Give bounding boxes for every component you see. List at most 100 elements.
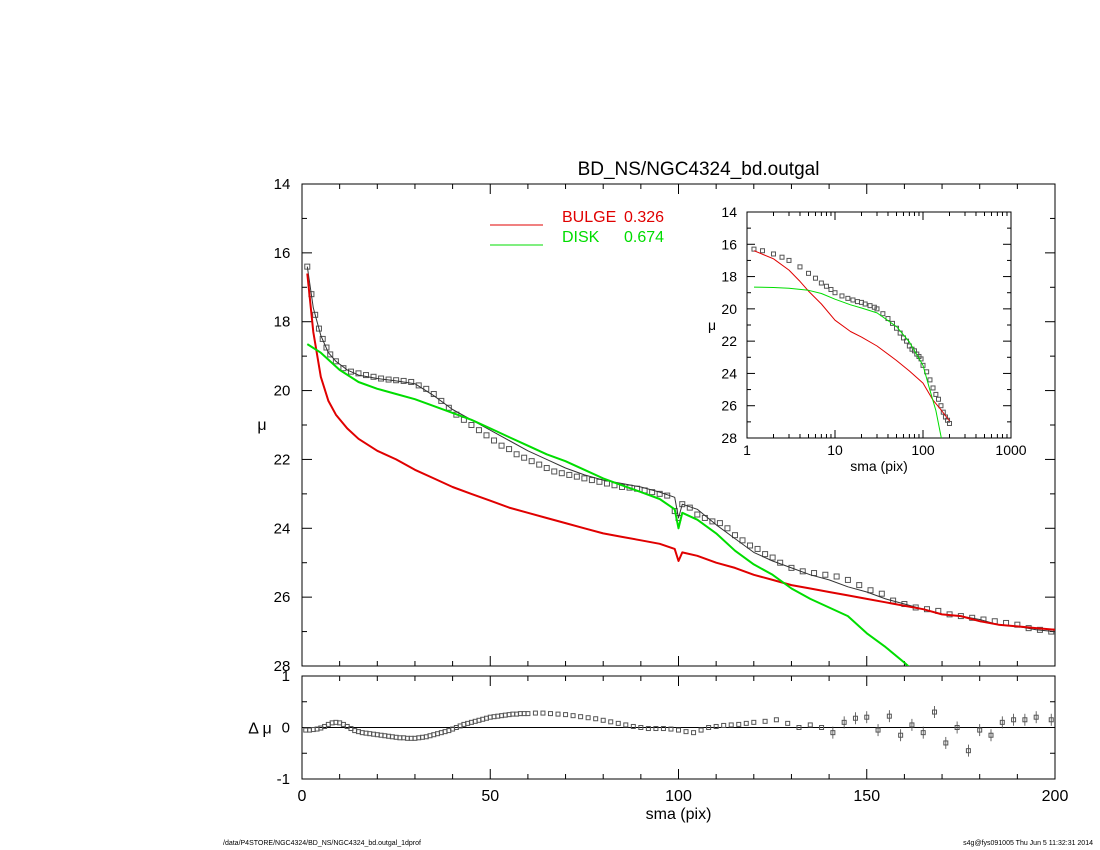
main-data-point: [754, 545, 761, 552]
inset-y-tick-label: 26: [721, 398, 737, 414]
residual-data-point: [886, 713, 892, 719]
residual-data-point: [668, 726, 674, 732]
residual-data-point: [1022, 717, 1028, 723]
inset-data-point: [889, 320, 895, 326]
main-data-point: [679, 501, 686, 508]
main-data-point: [340, 365, 347, 372]
main-bulge-line: [306, 273, 1055, 631]
main-data-point: [513, 451, 520, 458]
inset-data-point: [797, 264, 803, 270]
footer-timestamp: s4g@fys091005 Thu Jun 5 11:32:31 2014: [963, 840, 1093, 847]
inset-y-tick-label: 14: [721, 204, 737, 220]
main-data-point: [701, 514, 708, 521]
main-data-point: [724, 525, 731, 532]
main-data-point: [716, 520, 723, 527]
x-tick-label: 0: [298, 788, 307, 805]
residual-data-point: [988, 732, 994, 738]
inset-x-axis-label: sma (pix): [850, 458, 908, 474]
residual-data-points: [303, 706, 1054, 757]
main-disk-line: [306, 343, 910, 666]
main-data-point: [844, 576, 851, 583]
main-data-point: [528, 458, 535, 465]
main-data-point: [536, 461, 543, 468]
main-y-axis-label: μ: [257, 417, 266, 434]
residual-data-point: [645, 726, 651, 732]
inset-x-tick-label: 100: [911, 442, 935, 458]
inset-data-point: [850, 297, 856, 303]
x-axis-label: sma (pix): [646, 806, 712, 823]
residual-data-point: [954, 725, 960, 730]
inset-data-point: [946, 420, 952, 426]
residual-data-point: [807, 722, 813, 728]
main-y-tick-label: 28: [274, 658, 291, 675]
residual-data-point: [909, 722, 915, 728]
main-data-point: [521, 454, 528, 461]
main-data-point: [833, 573, 840, 580]
residual-data-point: [532, 710, 538, 716]
main-data-point: [327, 351, 334, 358]
main-y-tick-label: 14: [274, 176, 291, 193]
residual-data-point: [676, 727, 681, 733]
main-data-point: [769, 554, 776, 561]
inset-data-point: [880, 311, 886, 317]
inset-x-tick-label: 10: [827, 442, 843, 458]
main-data-point: [543, 465, 550, 472]
residual-data-point: [660, 726, 666, 732]
residual-data-point: [965, 748, 971, 754]
residual-data-point: [691, 730, 697, 736]
residual-data-point: [841, 719, 847, 725]
inset-data-point: [770, 251, 776, 257]
residual-data-point: [830, 730, 836, 736]
residual-data-point: [796, 725, 802, 730]
residual-data-point: [638, 725, 644, 730]
main-data-point: [573, 473, 580, 480]
main-data-point: [739, 537, 746, 544]
main-y-tick-label: 18: [274, 314, 291, 331]
residual-data-point: [875, 727, 881, 733]
residual-y-tick-label: 1: [282, 668, 290, 685]
inset-y-tick-label: 20: [721, 301, 737, 317]
residual-data-point: [653, 726, 659, 732]
main-data-point: [468, 422, 475, 428]
inset-y-axis-label: μ: [708, 317, 716, 333]
inset-data-point: [920, 362, 926, 368]
main-data-point: [506, 446, 513, 453]
residual-data-point: [630, 723, 636, 729]
legend-value-bulge: 0.326: [624, 209, 664, 226]
main-data-point: [581, 475, 588, 482]
inset-data-point: [818, 280, 824, 286]
main-y-tick-label: 16: [274, 245, 291, 262]
residual-data-point: [785, 720, 791, 726]
main-y-tick-label: 24: [274, 520, 291, 537]
inset-data-point: [862, 301, 868, 307]
x-tick-label: 100: [665, 788, 692, 805]
residual-data-point: [819, 725, 825, 730]
inset-y-tick-label: 22: [721, 333, 737, 349]
main-data-point: [551, 468, 558, 475]
main-data-point: [491, 437, 498, 444]
inset-data-point: [940, 409, 946, 415]
main-data-point: [323, 344, 330, 351]
inset-data-point: [823, 283, 829, 289]
chart-title: BD_NS/NGC4324_bd.outgal: [578, 159, 820, 180]
inset-data-point: [927, 377, 933, 383]
residual-data-point: [683, 729, 689, 735]
residual-data-point: [943, 740, 949, 746]
main-data-point: [355, 370, 362, 377]
main-data-point: [445, 404, 452, 411]
x-tick-label: 150: [853, 788, 880, 805]
inset-data-point: [933, 391, 939, 397]
main-data-point: [856, 582, 863, 589]
inset-data-point: [874, 306, 880, 312]
inset-data-point: [930, 385, 936, 391]
residual-y-tick-label: 0: [282, 720, 290, 737]
residual-data-point: [578, 714, 584, 720]
main-data-point: [475, 427, 482, 434]
legend-label-bulge: BULGE: [562, 209, 616, 226]
main-data-point: [747, 542, 754, 549]
legend-label-disk: DISK: [562, 229, 600, 246]
inset-background: [747, 212, 1011, 438]
residual-data-point: [852, 715, 858, 721]
residual-data-point: [600, 717, 606, 723]
